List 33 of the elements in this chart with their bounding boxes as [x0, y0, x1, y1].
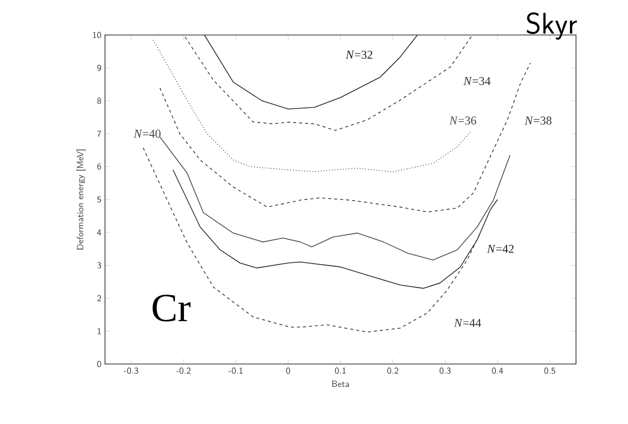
text: N=44	[454, 318, 482, 327]
y-tick-label: 8	[97, 98, 102, 104]
x-tick-label: -0.1	[228, 368, 243, 374]
x-tick-label: 0.3	[440, 368, 451, 374]
y-tick-label: 0	[97, 360, 102, 368]
y-tick-label: 2	[97, 295, 102, 302]
y-tick-label: 6	[97, 163, 102, 170]
y-tick-label: 4	[97, 229, 102, 236]
x-tick-label: 0.2	[387, 368, 398, 374]
x-tick-label: 0.1	[334, 368, 346, 374]
annotation: Skyr	[526, 12, 577, 40]
line-series	[204, 34, 418, 110]
series-label: N=40	[134, 130, 161, 138]
x-axis-title: Beta	[332, 380, 349, 387]
series-label: N=42	[486, 244, 514, 253]
series-label: N=34	[463, 77, 491, 86]
x-tick-label: -0.2	[176, 368, 190, 374]
y-tick-label: 3	[97, 262, 102, 268]
y-tick-label: 9	[97, 64, 102, 72]
x-tick-label: 0.5	[544, 368, 556, 374]
y-axis-title: Deformation energy [MeV]	[76, 150, 86, 250]
y-tick-label: 5	[97, 196, 102, 203]
y-tick-label: 1	[98, 328, 101, 334]
series-label: N=38	[524, 116, 552, 125]
x-tick-label: 0.4	[492, 368, 504, 374]
line-series	[142, 147, 481, 332]
series-label: N=32	[346, 50, 372, 59]
annotation: Cr	[152, 294, 191, 322]
series-label: N=36	[449, 116, 476, 125]
y-tick-label: 7	[97, 130, 102, 137]
x-tick-label: 0	[286, 368, 290, 374]
y-tick-label: 10	[93, 32, 102, 38]
x-tick-label: -0.3	[124, 368, 138, 374]
